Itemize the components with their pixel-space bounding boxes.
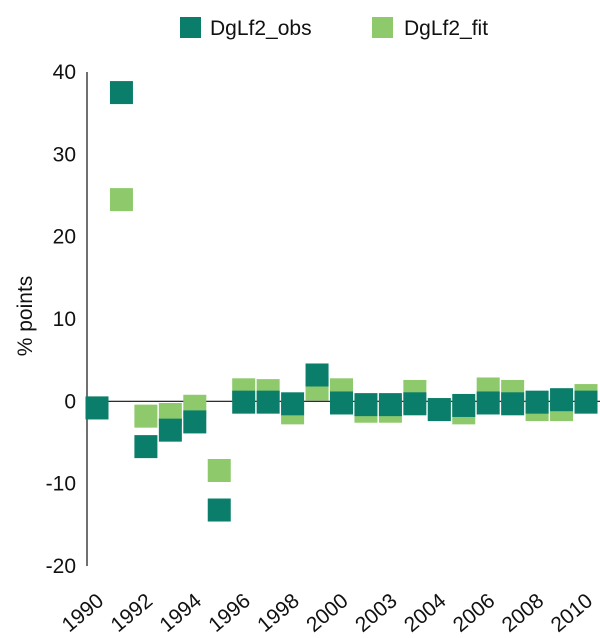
obs-point bbox=[550, 388, 574, 412]
obs-point bbox=[574, 390, 598, 414]
x-tick-labels: 1990199219941996199820002003200420062008… bbox=[58, 589, 598, 637]
legend-swatch bbox=[372, 17, 393, 38]
y-tick-label: 10 bbox=[53, 308, 76, 331]
obs-point bbox=[427, 398, 451, 422]
legend: DgLf2_obs DgLf2_fit bbox=[180, 17, 488, 40]
x-tick-label: 1992 bbox=[107, 589, 158, 637]
y-tick-labels: -20 -10 0 10 20 30 40 bbox=[46, 61, 76, 578]
obs-point bbox=[207, 498, 231, 522]
legend-swatch bbox=[180, 17, 201, 38]
obs-point bbox=[281, 392, 305, 416]
y-axis-title: % points bbox=[14, 276, 37, 357]
x-tick-label: 1998 bbox=[253, 589, 304, 637]
y-tick-label: 40 bbox=[53, 61, 76, 84]
obs-point bbox=[378, 393, 402, 417]
x-tick-label: 2006 bbox=[449, 589, 500, 637]
obs-point bbox=[158, 418, 182, 442]
x-tick-label: 2000 bbox=[302, 589, 353, 637]
x-tick-label: 1990 bbox=[58, 589, 109, 637]
obs-point bbox=[501, 392, 525, 416]
x-tick-label: 2008 bbox=[498, 589, 549, 637]
y-tick-label: -10 bbox=[46, 473, 76, 496]
obs-point bbox=[403, 392, 427, 416]
y-tick-label: 20 bbox=[53, 226, 76, 249]
obs-point bbox=[476, 391, 500, 415]
fit-point bbox=[207, 458, 231, 482]
data-marks bbox=[85, 81, 598, 522]
fit-point bbox=[109, 188, 133, 212]
x-tick-label: 2010 bbox=[547, 589, 598, 637]
obs-point bbox=[452, 393, 476, 417]
obs-point bbox=[354, 393, 378, 417]
obs-point bbox=[330, 391, 353, 415]
obs-point bbox=[525, 390, 549, 414]
obs-point bbox=[183, 410, 207, 434]
x-tick-label: 2004 bbox=[400, 589, 451, 637]
legend-label: DgLf2_obs bbox=[210, 17, 312, 40]
series-DgLf2_obs bbox=[85, 81, 598, 522]
y-tick-label: -20 bbox=[46, 555, 76, 578]
obs-point bbox=[134, 435, 158, 459]
x-tick-label: 1994 bbox=[155, 589, 206, 637]
y-tick-label: 30 bbox=[53, 143, 76, 166]
obs-point bbox=[256, 390, 280, 414]
obs-point bbox=[109, 81, 133, 105]
fit-point bbox=[134, 404, 158, 428]
x-tick-label: 1996 bbox=[204, 589, 255, 637]
y-tick-label: 0 bbox=[64, 390, 76, 413]
legend-label: DgLf2_fit bbox=[404, 17, 488, 40]
x-tick-label: 2003 bbox=[351, 589, 402, 637]
axes bbox=[86, 72, 600, 566]
obs-point bbox=[85, 396, 109, 420]
obs-point bbox=[232, 390, 256, 414]
obs-point bbox=[305, 363, 329, 387]
